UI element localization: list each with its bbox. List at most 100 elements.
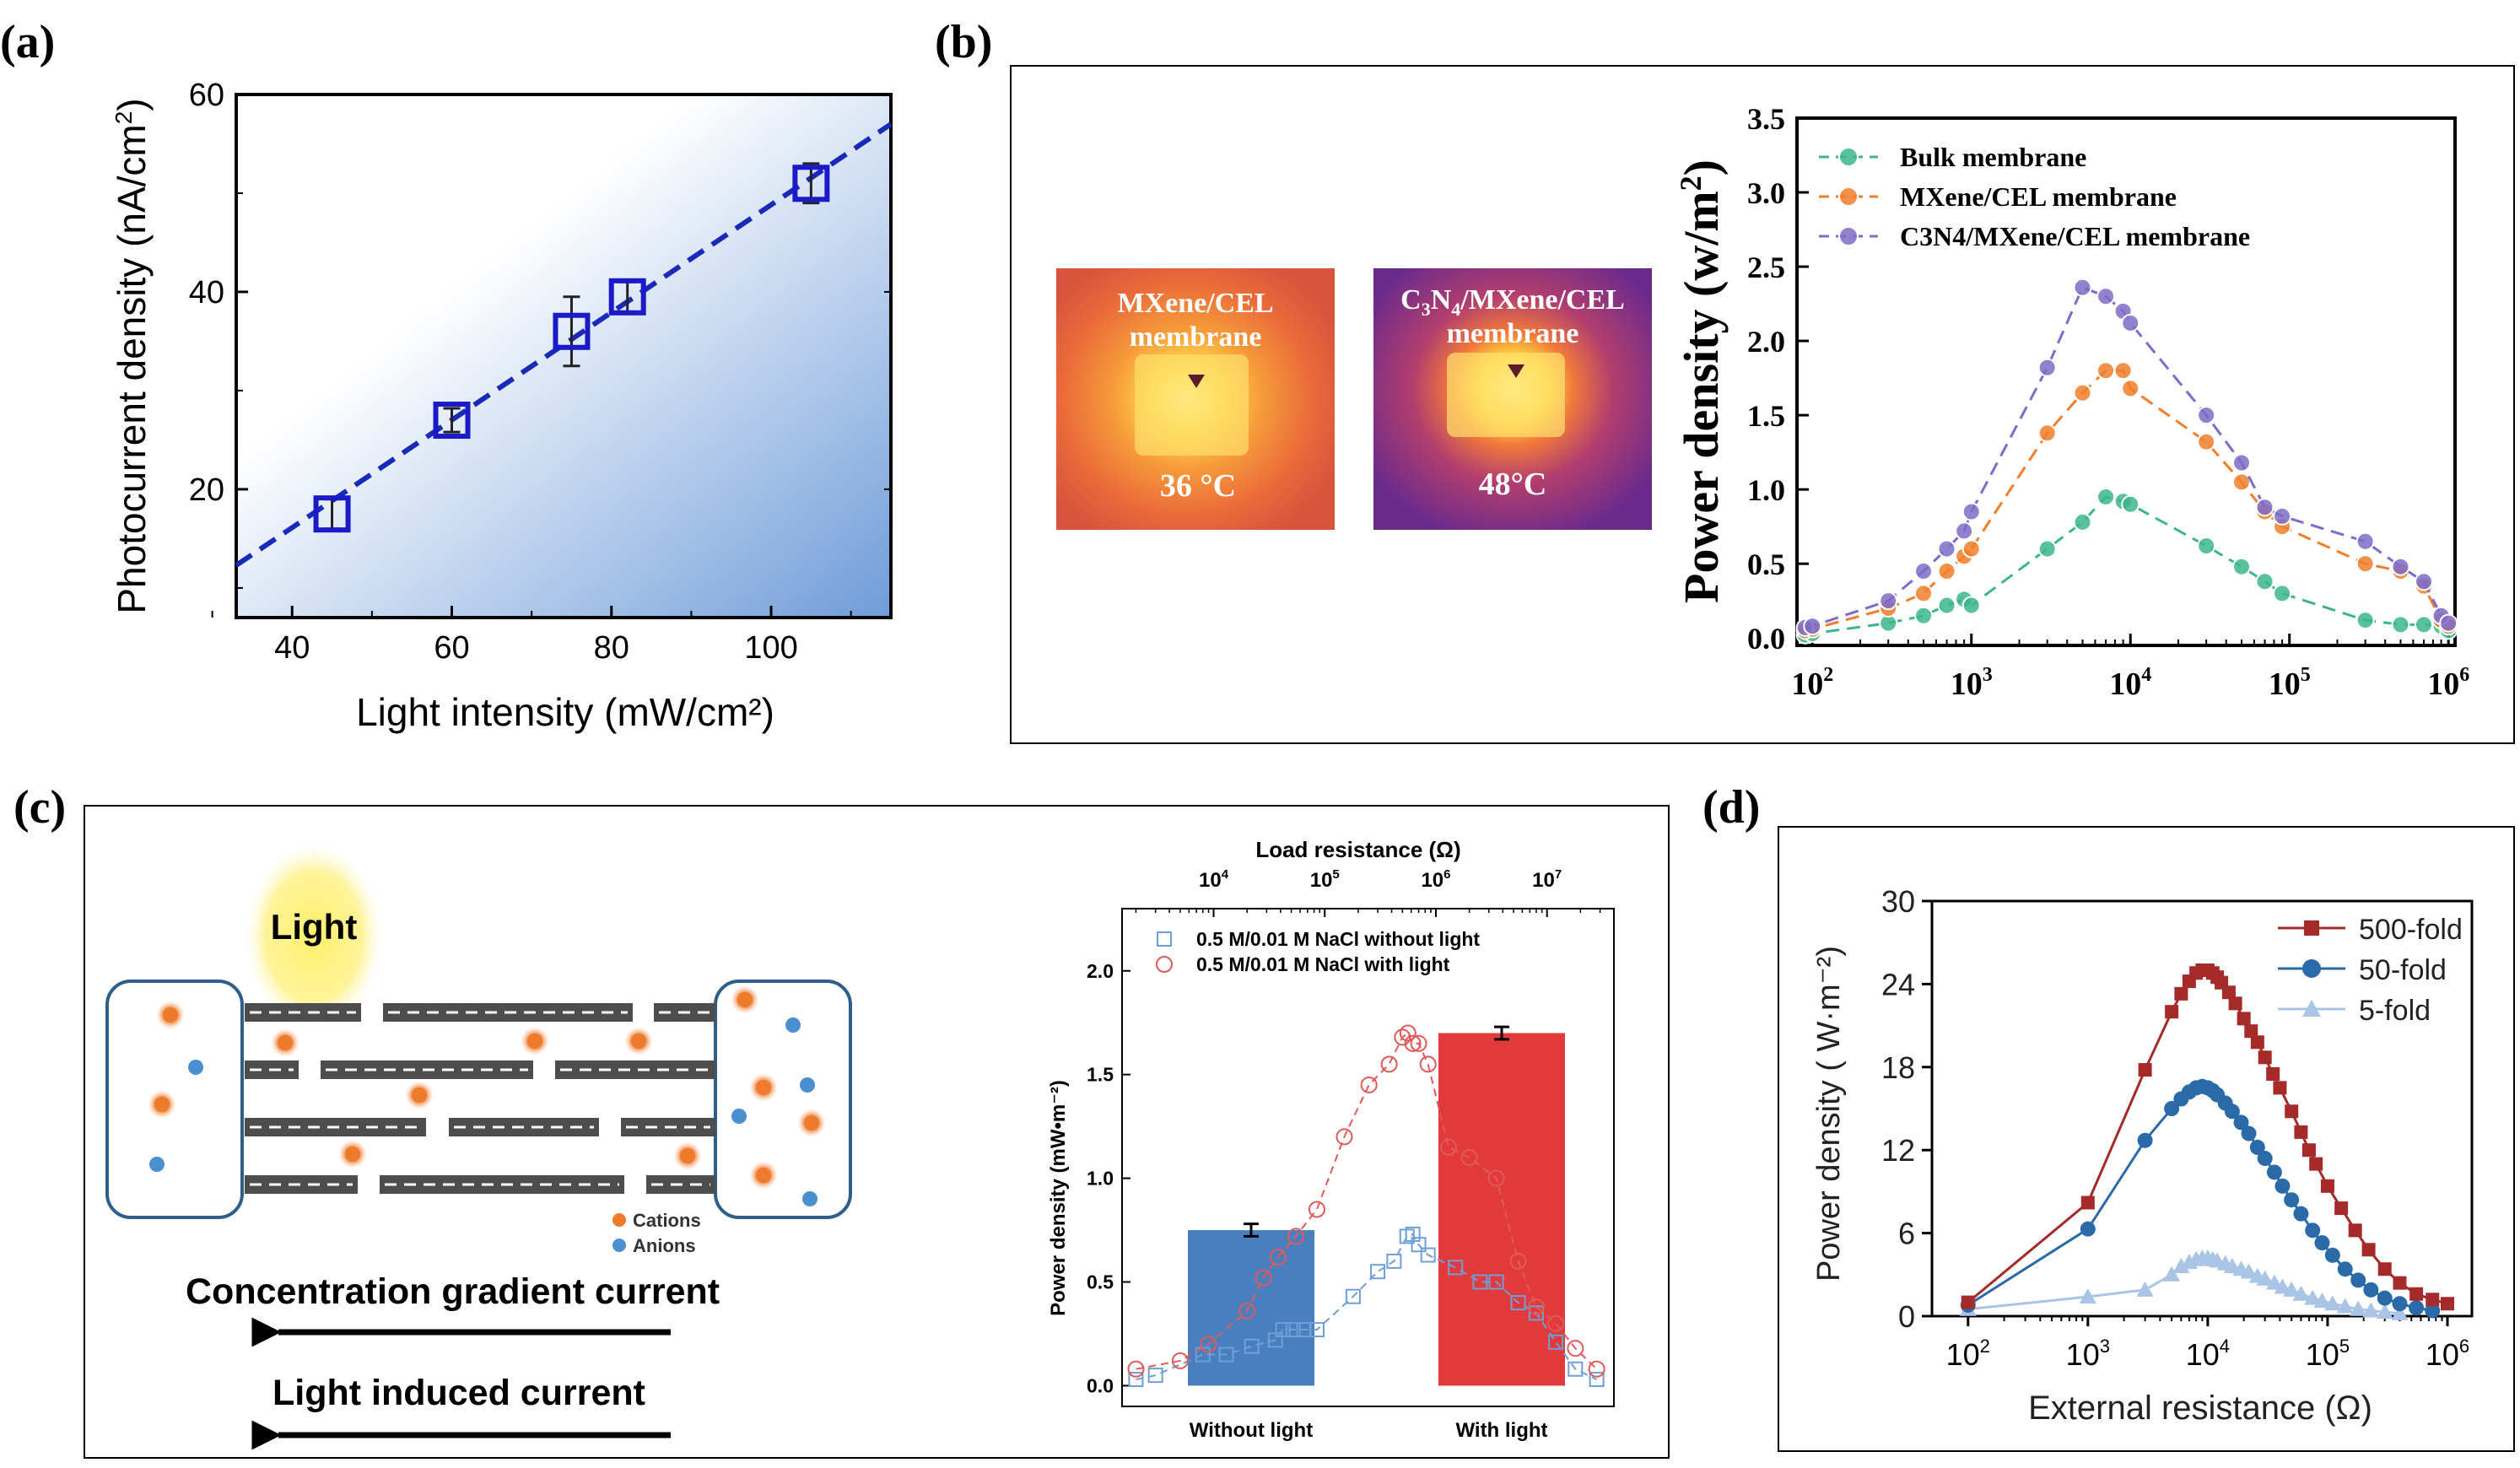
b-point-1-4 <box>1937 561 1956 580</box>
b-xtick-label-3-base: 10 <box>2269 667 2301 702</box>
d-point-1-29 <box>2409 1300 2425 1316</box>
anion-4 <box>731 1109 747 1124</box>
c-point-1-23 <box>1588 1360 1605 1378</box>
panel-d-xlabel: External resistance (Ω) <box>2028 1390 2372 1427</box>
d-point-2-4 <box>2172 1257 2190 1273</box>
b-ytick-label-1: 0.5 <box>1747 548 1785 581</box>
c-bar-0 <box>1188 1230 1314 1386</box>
b-xtick-label-2: 104 <box>2109 664 2151 702</box>
c-point-0-16 <box>1420 1247 1436 1263</box>
d-point-0-30 <box>2409 1287 2424 1301</box>
panel-a-ylabel-end: ) <box>110 98 154 111</box>
d-point-1-19 <box>2284 1192 2300 1208</box>
c-point-1-20 <box>1527 1298 1545 1315</box>
thermal-right-line2: membrane <box>1447 318 1579 349</box>
cation-5 <box>756 1168 771 1183</box>
b-ytick-label-3: 1.5 <box>1747 399 1785 433</box>
b-point-2-14 <box>2255 498 2274 517</box>
d-point-0-28 <box>2377 1262 2392 1276</box>
d-legend-label-2: 5-fold <box>2359 995 2431 1027</box>
b-point-1-8 <box>2073 383 2092 402</box>
cation-4 <box>804 1115 819 1131</box>
d-xtick-label-2: 104 <box>2186 1336 2230 1372</box>
thermal-right-rest: /MXene/CEL <box>1460 284 1625 316</box>
a-point-3 <box>608 278 646 316</box>
d-legend-label-1: 50-fold <box>2359 954 2447 986</box>
cation-6 <box>278 1035 293 1050</box>
panel-c-ylabel: Power density (mW•m⁻²) <box>1047 1080 1070 1316</box>
b-xtick-label-4-exp: 6 <box>2459 664 2469 686</box>
cation-8 <box>631 1034 646 1049</box>
panel-b-ylabel: Power density (w/m2) <box>1674 159 1729 603</box>
d-point-2-23 <box>2323 1295 2341 1311</box>
panel-c-border <box>84 805 1670 1459</box>
d-point-1-21 <box>2305 1222 2321 1239</box>
panel-label-b: (b) <box>935 16 992 68</box>
d-point-0-14 <box>2237 1012 2251 1026</box>
d-point-2-18 <box>2274 1278 2291 1294</box>
d-point-1-28 <box>2392 1296 2408 1312</box>
d-point-2-14 <box>2240 1263 2258 1279</box>
b-point-1-13 <box>2231 472 2251 492</box>
d-point-0-12 <box>2221 985 2236 1000</box>
c-point-0-17 <box>1448 1260 1464 1276</box>
right-reservoir <box>714 980 852 1219</box>
b-point-2-13 <box>2231 453 2251 472</box>
thermal-hotspot-left <box>1135 354 1249 456</box>
channel-segment-1-2 <box>555 1061 715 1079</box>
d-point-0-27 <box>2361 1243 2376 1257</box>
d-legend-marker-2 <box>2302 1000 2321 1017</box>
c-point-1-13 <box>1404 1034 1422 1052</box>
panel-label-a: (a) <box>0 16 55 68</box>
b-point-1-10 <box>2113 361 2133 380</box>
cation-7 <box>527 1034 542 1049</box>
c-point-0-1 <box>1147 1368 1163 1384</box>
d-point-0-22 <box>2301 1143 2316 1158</box>
c-point-1-7 <box>1308 1201 1325 1218</box>
c-toptick-label-2-exp: 6 <box>1443 867 1450 882</box>
c-point-0-13 <box>1399 1228 1415 1244</box>
b-xtick-label-2-exp: 4 <box>2141 664 2151 686</box>
d-point-1-24 <box>2337 1261 2353 1277</box>
c-point-0-9 <box>1309 1322 1325 1338</box>
b-series-line-2 <box>1805 285 2450 629</box>
c-point-0-4 <box>1244 1338 1260 1354</box>
a-point-4 <box>792 165 830 202</box>
d-point-2-16 <box>2256 1270 2274 1286</box>
d-point-0-31 <box>2426 1293 2440 1307</box>
c-point-0-3 <box>1218 1347 1234 1363</box>
d-point-0-29 <box>2393 1276 2407 1290</box>
c-category-label-0: Without light <box>1190 1419 1313 1442</box>
d-point-1-14 <box>2241 1125 2257 1141</box>
a-point-0 <box>313 495 351 533</box>
d-ytick-label-0: 0 <box>1898 1299 1915 1334</box>
d-point-1-2 <box>2137 1132 2153 1148</box>
d-point-1-27 <box>2377 1290 2393 1306</box>
c-bar-1 <box>1438 1033 1565 1386</box>
legend-cation-dot <box>612 1213 626 1227</box>
a-xtick-label-0: 40 <box>274 630 310 666</box>
c-point-0-15 <box>1411 1237 1427 1253</box>
c-point-0-11 <box>1370 1264 1386 1280</box>
d-point-1-17 <box>2266 1164 2282 1180</box>
d-point-0-20 <box>2285 1104 2299 1119</box>
b-point-2-1 <box>1803 617 1822 636</box>
b-point-0-15 <box>2273 584 2292 603</box>
cation-3 <box>756 1080 771 1095</box>
c-point-0-22 <box>1548 1334 1564 1350</box>
channel-segment-0-0 <box>245 1003 361 1022</box>
thermal-left-line2: membrane <box>1130 321 1262 353</box>
d-ytick-label-5: 30 <box>1881 884 1915 919</box>
a-point-1 <box>433 402 471 440</box>
c-point-1-17 <box>1460 1149 1478 1166</box>
thermal-left-line1: MXene/CEL <box>1117 288 1273 319</box>
anion-0 <box>188 1060 203 1075</box>
thermal-right-sub3: 3 <box>1422 299 1431 320</box>
c-toptick-label-2-base: 10 <box>1421 869 1443 892</box>
c-category-label-1: With light <box>1455 1419 1547 1442</box>
d-point-1-16 <box>2257 1151 2273 1167</box>
panel-a-chart: 40 60 80 100 20 40 60 Light intensity (mW/cm²)… <box>110 78 893 734</box>
panel-a-ylabel-main: Photocurrent density (nA/cm <box>110 124 154 613</box>
b-legend-marker-2 <box>1838 226 1859 246</box>
